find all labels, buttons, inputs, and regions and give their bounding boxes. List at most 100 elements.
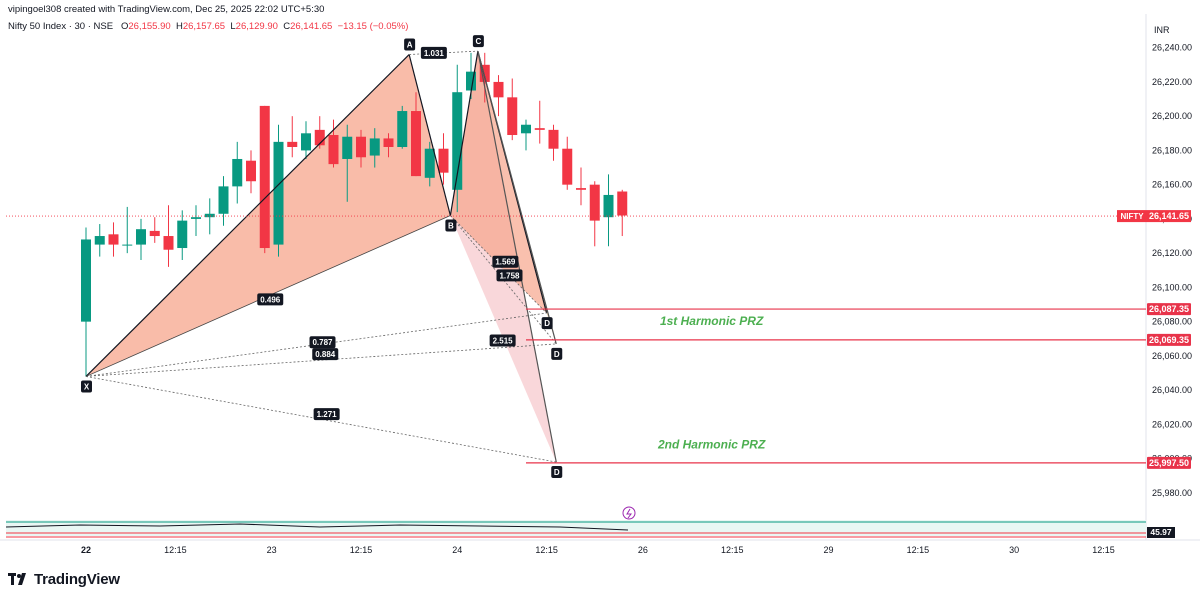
indicator-value-tag xyxy=(1147,527,1175,538)
candle-body[interactable] xyxy=(424,148,435,178)
candle-body[interactable] xyxy=(507,97,518,136)
x-tick-label: 29 xyxy=(823,545,833,555)
candle-body[interactable] xyxy=(493,81,504,98)
candle-body[interactable] xyxy=(259,105,270,249)
tradingview-logo[interactable]: TradingView xyxy=(8,570,120,588)
candle-body[interactable] xyxy=(589,184,600,221)
candle-body[interactable] xyxy=(562,148,573,185)
current-symbol-label: NIFTY xyxy=(1120,212,1144,221)
candle-body[interactable] xyxy=(122,244,133,246)
prz-text-label: 1st Harmonic PRZ xyxy=(660,314,764,328)
x-tick-label: 23 xyxy=(267,545,277,555)
ratio-label: 2.515 xyxy=(493,336,514,345)
candle-body[interactable] xyxy=(287,141,298,147)
candle-body[interactable] xyxy=(108,234,119,245)
candle-body[interactable] xyxy=(548,129,559,149)
ratio-label: 1.031 xyxy=(424,49,445,58)
y-tick-label: 26,020.00 xyxy=(1152,419,1192,429)
pivot-label-c: C xyxy=(475,37,481,46)
candle-body[interactable] xyxy=(136,229,146,245)
tradingview-wordmark: TradingView xyxy=(34,570,120,588)
candle-body[interactable] xyxy=(576,188,586,190)
x-tick-label: 12:15 xyxy=(164,545,187,555)
currency-label: INR xyxy=(1154,25,1170,35)
candle-body[interactable] xyxy=(438,148,449,173)
ratio-label: 1.758 xyxy=(499,271,520,280)
candle-body[interactable] xyxy=(521,124,531,134)
candle-body[interactable] xyxy=(479,64,490,82)
ratio-badge xyxy=(313,408,340,421)
candle-body[interactable] xyxy=(314,129,325,146)
indicator-line xyxy=(5,523,629,531)
pivot-badge xyxy=(81,380,92,393)
x-tick-label: 24 xyxy=(452,545,462,555)
x-tick-label: 12:15 xyxy=(721,545,744,555)
y-tick-label: 26,240.00 xyxy=(1152,43,1192,53)
candle-body[interactable] xyxy=(383,138,394,147)
y-tick-label: 26,060.00 xyxy=(1152,351,1192,361)
ohlc-change: −13.15 (−0.05%) xyxy=(337,21,409,32)
x-tick-label: 30 xyxy=(1009,545,1019,555)
ohlc-low: 26,129.90 xyxy=(235,21,278,32)
pivot-label-d: D xyxy=(554,468,560,477)
ratio-badge xyxy=(420,46,447,59)
ratio-badge xyxy=(312,348,339,361)
ratio-badge xyxy=(257,293,284,306)
candle-body[interactable] xyxy=(356,136,366,158)
candle-body[interactable] xyxy=(603,194,614,218)
candle-body[interactable] xyxy=(617,191,628,216)
pattern-diag-xd-2 xyxy=(85,343,557,377)
x-tick-label: 12:15 xyxy=(535,545,558,555)
pivot-badge xyxy=(551,466,563,479)
ratio-label: 0.496 xyxy=(260,295,281,304)
pivot-badge xyxy=(551,347,563,360)
candle-body[interactable] xyxy=(452,92,463,190)
candle-body[interactable] xyxy=(232,158,243,187)
current-symbol-tag xyxy=(1117,210,1147,223)
candle-body[interactable] xyxy=(218,186,229,214)
ratio-label: 1.569 xyxy=(495,258,516,267)
prz-price-label: 25,997.50 xyxy=(1149,458,1189,468)
pivot-label-x: X xyxy=(84,382,90,391)
candle-body[interactable] xyxy=(177,220,188,249)
candle-body[interactable] xyxy=(466,71,476,91)
candle-body[interactable] xyxy=(246,160,256,182)
prz-price-tag xyxy=(1147,456,1191,469)
y-tick-label: 26,220.00 xyxy=(1152,77,1192,87)
ratio-badge xyxy=(309,336,336,349)
prz-price-tag xyxy=(1147,333,1191,346)
ratio-badge xyxy=(489,334,516,347)
candle-body[interactable] xyxy=(163,236,174,250)
ratio-badge xyxy=(492,255,519,268)
ohlc-open: 26,155.90 xyxy=(128,21,171,32)
y-tick-label: 26,100.00 xyxy=(1152,282,1192,292)
candle-body[interactable] xyxy=(397,111,408,147)
candle-body[interactable] xyxy=(273,141,284,245)
candle-body[interactable] xyxy=(149,230,160,237)
credit-text: vipingoel308 created with TradingView.co… xyxy=(8,4,325,15)
pivot-badge xyxy=(445,219,457,232)
pattern-fill-bcd-1st xyxy=(450,51,547,314)
pivot-label-b: B xyxy=(448,221,454,230)
candle-body[interactable] xyxy=(204,213,215,218)
candle-body[interactable] xyxy=(191,217,201,219)
y-tick-label: 26,120.00 xyxy=(1152,248,1192,258)
y-tick-label: 25,980.00 xyxy=(1152,488,1192,498)
candle-body[interactable] xyxy=(301,133,311,151)
y-tick-label: 26,180.00 xyxy=(1152,145,1192,155)
candle-body[interactable] xyxy=(81,239,91,322)
pattern-leg-cd-2 xyxy=(477,50,557,345)
current-price-label: 26,141.65 xyxy=(1149,211,1189,221)
x-tick-label: 12:15 xyxy=(350,545,373,555)
candle-body[interactable] xyxy=(342,136,353,159)
candle-body[interactable] xyxy=(328,135,339,165)
candle-body[interactable] xyxy=(369,138,380,156)
symbol-name[interactable]: Nifty 50 Index · 30 · NSE xyxy=(8,21,114,32)
lightning-icon[interactable] xyxy=(622,506,636,520)
x-tick-label: 12:15 xyxy=(1092,545,1115,555)
candle-body[interactable] xyxy=(411,111,421,177)
ohlc-low-label: L xyxy=(230,21,236,32)
candle-body[interactable] xyxy=(534,128,545,130)
candle-body[interactable] xyxy=(94,236,105,245)
